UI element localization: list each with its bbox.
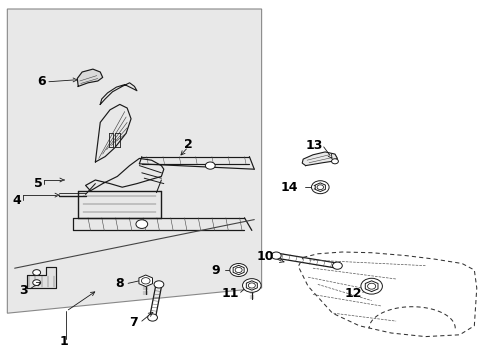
Text: 5: 5 — [34, 177, 42, 190]
Circle shape — [136, 220, 147, 228]
Text: 10: 10 — [256, 250, 273, 263]
Polygon shape — [315, 183, 325, 192]
Circle shape — [33, 270, 41, 275]
Text: 7: 7 — [128, 316, 137, 329]
Circle shape — [205, 162, 215, 169]
Circle shape — [271, 252, 281, 259]
Circle shape — [229, 264, 247, 276]
Text: 8: 8 — [115, 277, 124, 290]
Polygon shape — [302, 152, 337, 166]
Polygon shape — [77, 69, 102, 86]
Polygon shape — [27, 267, 56, 288]
Circle shape — [154, 281, 163, 288]
Circle shape — [316, 185, 323, 190]
Text: 2: 2 — [184, 138, 193, 150]
Polygon shape — [365, 281, 377, 292]
Circle shape — [311, 181, 328, 194]
Polygon shape — [7, 9, 261, 313]
Polygon shape — [246, 281, 257, 290]
Circle shape — [235, 267, 242, 273]
Circle shape — [360, 278, 382, 294]
Text: 1: 1 — [59, 335, 68, 348]
Text: 11: 11 — [221, 287, 238, 300]
Circle shape — [147, 314, 157, 321]
Circle shape — [331, 159, 338, 164]
Circle shape — [332, 262, 342, 269]
Text: 14: 14 — [280, 181, 298, 194]
Circle shape — [248, 283, 255, 288]
Circle shape — [33, 280, 41, 285]
Text: 6: 6 — [37, 75, 46, 88]
Text: 3: 3 — [19, 284, 28, 297]
Circle shape — [141, 278, 150, 284]
Text: 13: 13 — [305, 139, 323, 152]
Text: 9: 9 — [211, 264, 220, 277]
Text: 4: 4 — [13, 194, 21, 207]
Circle shape — [242, 279, 261, 292]
Polygon shape — [233, 265, 244, 275]
Polygon shape — [139, 275, 152, 287]
Text: 12: 12 — [344, 287, 361, 300]
Circle shape — [367, 283, 375, 289]
